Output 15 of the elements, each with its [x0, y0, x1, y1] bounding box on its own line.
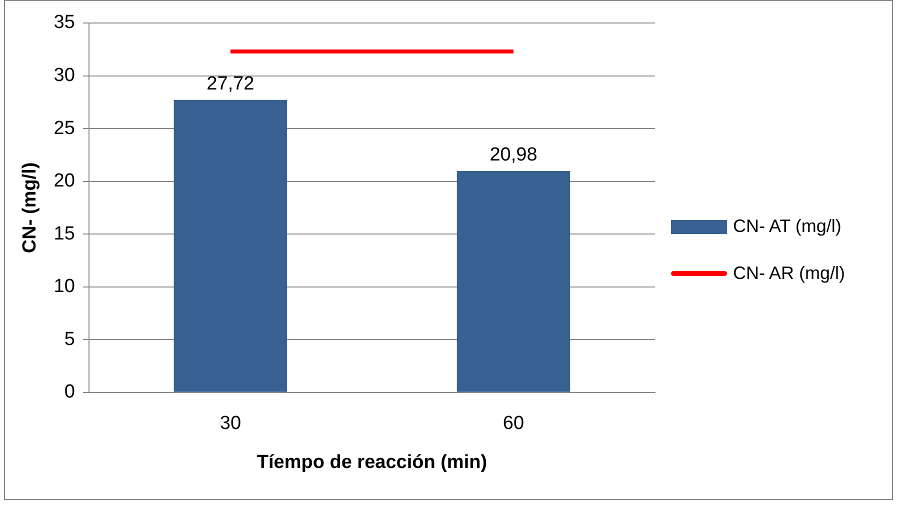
y-tick-label: 25	[54, 117, 75, 138]
legend-label: CN- AT (mg/l)	[733, 216, 842, 237]
x-axis-title: Tíempo de reacción (min)	[256, 451, 488, 472]
y-tick-label: 10	[54, 276, 75, 297]
y-tick-label: 5	[64, 328, 75, 350]
y-axis-title: CN- (mg/l)	[20, 162, 41, 253]
y-tick-label: 15	[54, 222, 75, 244]
y-tick-label: 20	[54, 170, 75, 192]
legend-label: CN- AR (mg/l)	[733, 263, 845, 284]
data-label: 27,72	[206, 73, 254, 94]
x-tick-label: 60	[502, 412, 524, 434]
y-tick-label: 0	[64, 381, 75, 402]
y-tick-label: 35	[54, 12, 75, 33]
y-tick-label: 30	[54, 64, 75, 86]
data-label: 20,98	[490, 144, 538, 166]
